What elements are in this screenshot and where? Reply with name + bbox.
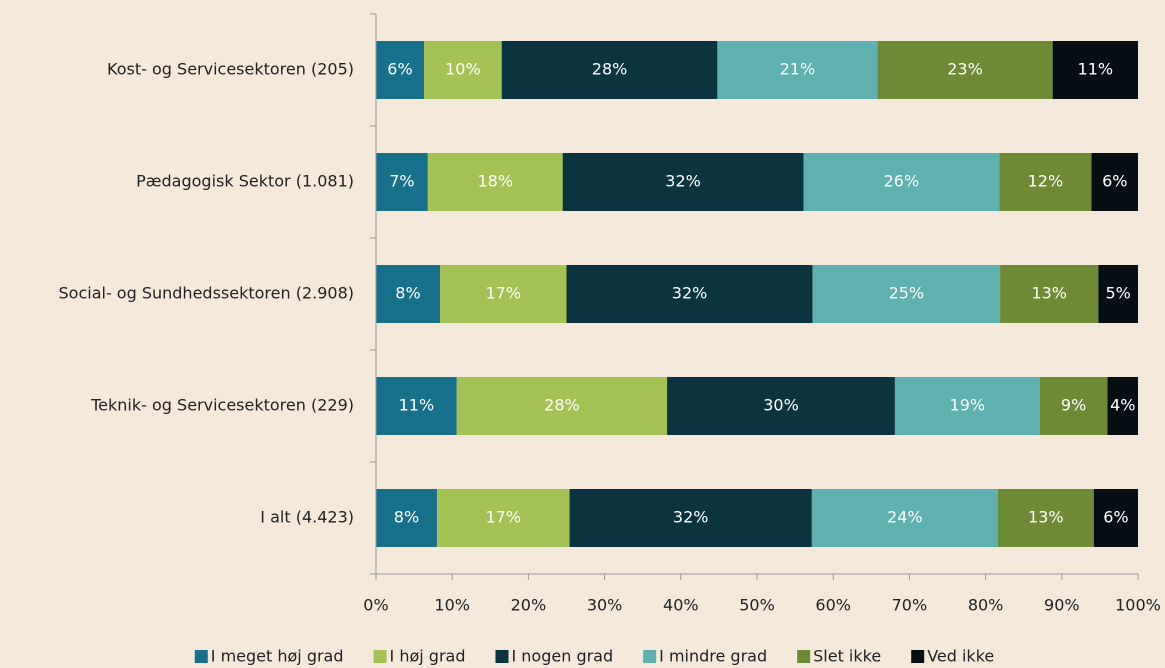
data-label: 13%: [1031, 284, 1067, 303]
x-tick-label: 100%: [1115, 596, 1161, 615]
bar-segment: [894, 377, 1040, 435]
data-label: 18%: [477, 172, 513, 191]
legend-swatch: [911, 650, 925, 663]
legend-swatch: [797, 650, 811, 663]
data-label: 30%: [763, 396, 799, 415]
x-tick-label: 10%: [434, 596, 470, 615]
y-tick-label: Social- og Sundhedssektoren (2.908): [59, 284, 355, 303]
y-tick-label: I alt (4.423): [260, 508, 354, 527]
bar-segment: [1039, 377, 1108, 435]
data-label: 6%: [1102, 172, 1127, 191]
x-tick-label: 0%: [363, 596, 388, 615]
bar-segment: [424, 41, 502, 99]
bar-segment: [440, 265, 567, 323]
bar-segment: [1052, 41, 1138, 99]
bar-segment: [569, 489, 812, 547]
data-label: 21%: [780, 60, 816, 79]
data-label: 11%: [399, 396, 435, 415]
bar-segment: [812, 265, 1001, 323]
bar-segment: [436, 489, 570, 547]
data-label: 19%: [950, 396, 986, 415]
y-tick-label: Pædagogisk Sektor (1.081): [136, 172, 354, 191]
data-label: 6%: [1103, 508, 1128, 527]
bar-segment: [1098, 265, 1138, 323]
data-label: 13%: [1028, 508, 1064, 527]
x-tick-label: 50%: [739, 596, 775, 615]
legend-swatch: [373, 650, 387, 663]
data-label: 7%: [389, 172, 414, 191]
data-label: 17%: [485, 508, 521, 527]
bar-segment: [376, 41, 425, 99]
data-label: 9%: [1061, 396, 1086, 415]
bar-segment: [1093, 489, 1138, 547]
bar-segment: [1107, 377, 1138, 435]
legend-label: Slet ikke: [813, 647, 881, 666]
legend-label: I høj grad: [390, 647, 466, 666]
data-label: 17%: [485, 284, 521, 303]
legend-label: I mindre grad: [659, 647, 767, 666]
bar-segment: [803, 153, 1000, 211]
bar-segment: [376, 377, 457, 435]
bar-segment: [877, 41, 1053, 99]
y-tick-label: Teknik- og Servicesektoren (229): [90, 396, 354, 415]
legend-swatch: [194, 650, 208, 663]
data-label: 28%: [544, 396, 580, 415]
data-label: 23%: [947, 60, 983, 79]
legend-label: I nogen grad: [511, 647, 613, 666]
data-label: 11%: [1078, 60, 1114, 79]
bar-segment: [667, 377, 895, 435]
bar-segment: [1000, 265, 1099, 323]
data-label: 6%: [387, 60, 412, 79]
data-label: 8%: [395, 284, 420, 303]
data-label: 28%: [592, 60, 628, 79]
bar-segment: [376, 265, 441, 323]
bar-segment: [376, 489, 437, 547]
data-label: 26%: [884, 172, 920, 191]
bar-segment: [562, 153, 804, 211]
x-tick-label: 80%: [968, 596, 1004, 615]
bar-segment: [501, 41, 718, 99]
data-label: 25%: [889, 284, 925, 303]
x-tick-label: 20%: [511, 596, 547, 615]
bar-segment: [566, 265, 813, 323]
bar-segment: [1091, 153, 1138, 211]
bar-segment: [811, 489, 998, 547]
bar-segment: [376, 153, 428, 211]
data-label: 8%: [394, 508, 419, 527]
x-tick-label: 60%: [815, 596, 851, 615]
data-label: 12%: [1028, 172, 1064, 191]
data-label: 32%: [665, 172, 701, 191]
data-label: 32%: [673, 508, 709, 527]
legend-swatch: [495, 650, 509, 663]
data-label: 24%: [887, 508, 923, 527]
x-tick-label: 70%: [892, 596, 928, 615]
data-label: 10%: [445, 60, 481, 79]
x-tick-label: 90%: [1044, 596, 1080, 615]
legend-swatch: [643, 650, 657, 663]
data-label: 4%: [1110, 396, 1135, 415]
bar-segment: [717, 41, 878, 99]
bar-segment: [999, 153, 1092, 211]
legend-label: I meget høj grad: [211, 647, 344, 666]
data-label: 5%: [1105, 284, 1130, 303]
x-tick-label: 40%: [663, 596, 699, 615]
bar-segment: [456, 377, 668, 435]
x-tick-label: 30%: [587, 596, 623, 615]
data-label: 32%: [672, 284, 708, 303]
bar-segment: [427, 153, 563, 211]
y-tick-label: Kost- og Servicesektoren (205): [107, 60, 354, 79]
legend-label: Ved ikke: [927, 647, 994, 666]
bar-segment: [997, 489, 1094, 547]
